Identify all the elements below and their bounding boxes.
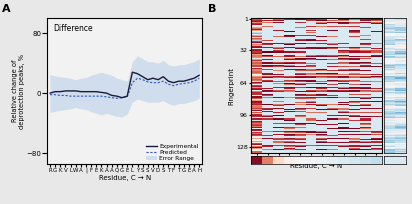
Y-axis label: Relative change of
deprotection peaks, %: Relative change of deprotection peaks, %	[12, 54, 25, 129]
Text: A: A	[2, 4, 11, 14]
Text: B: B	[208, 4, 216, 14]
Y-axis label: Fingerprint: Fingerprint	[229, 67, 235, 105]
Legend: Experimental, Predicted, Error Range: Experimental, Predicted, Error Range	[145, 143, 199, 161]
X-axis label: Residue, C → N: Residue, C → N	[290, 163, 343, 169]
Text: Difference: Difference	[54, 24, 93, 33]
X-axis label: Residue, C → N: Residue, C → N	[98, 175, 151, 181]
